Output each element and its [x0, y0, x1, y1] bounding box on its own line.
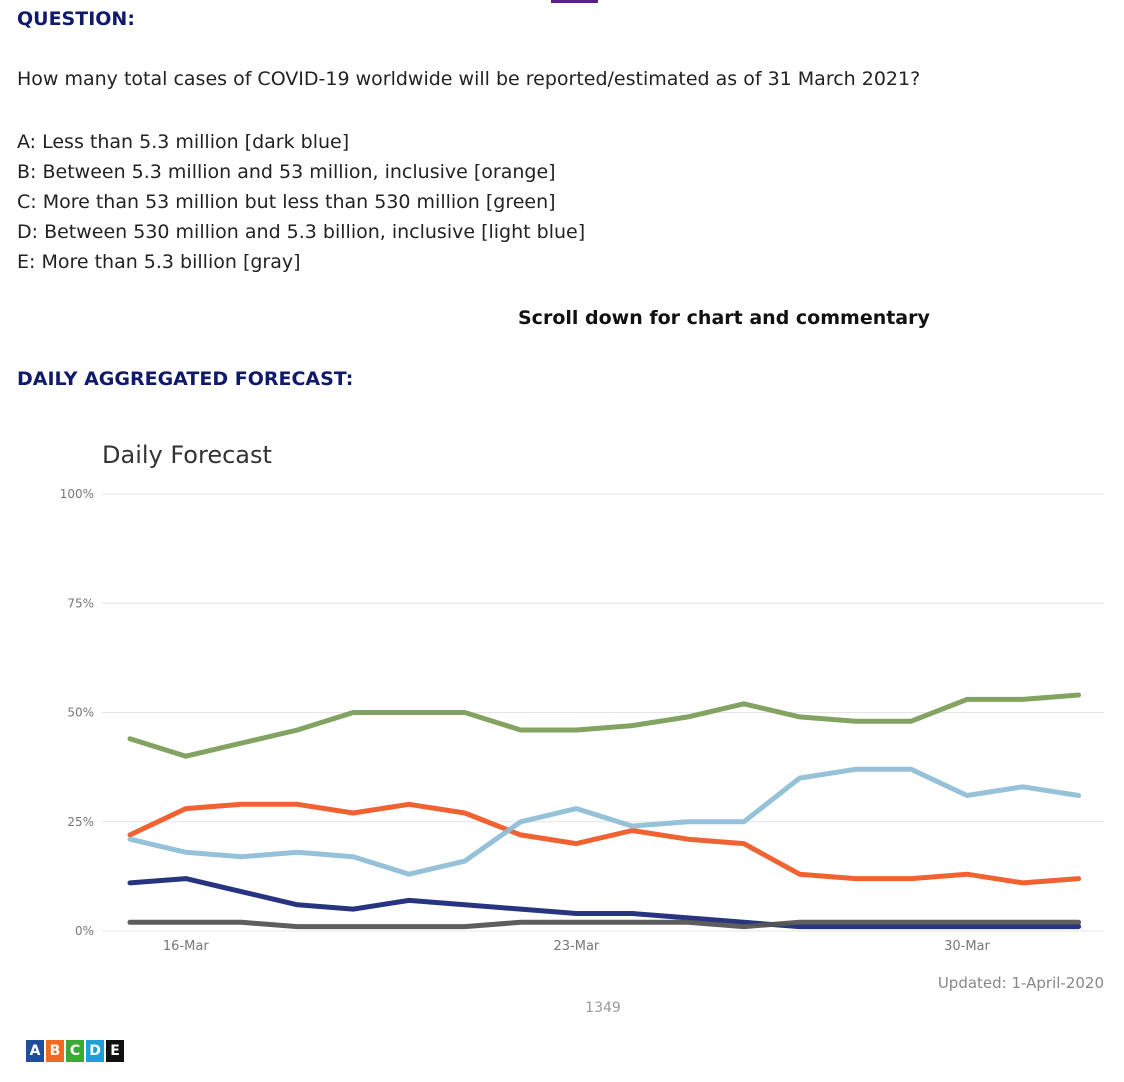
legend-c: C	[66, 1040, 84, 1062]
answer-b: B: Between 5.3 million and 53 million, i…	[17, 161, 556, 183]
question-text: How many total cases of COVID-19 worldwi…	[17, 68, 921, 90]
y-tick-label: 25%	[67, 815, 94, 829]
y-tick-label: 0%	[75, 924, 94, 938]
answer-d: D: Between 530 million and 5.3 billion, …	[17, 221, 586, 243]
series-line-1	[127, 801, 1082, 886]
chart-footnote: 1349	[585, 1000, 621, 1016]
legend-d: D	[86, 1040, 104, 1062]
series-line-3	[127, 766, 1082, 877]
y-tick-label: 50%	[67, 706, 94, 720]
answer-legend: A B C D E	[26, 1040, 124, 1062]
question-heading: QUESTION:	[17, 8, 135, 30]
answer-list: A: Less than 5.3 million [dark blue] B: …	[17, 127, 585, 277]
answer-e: E: More than 5.3 billion [gray]	[17, 251, 301, 273]
x-tick-label: 30-Mar	[944, 939, 990, 954]
legend-b: B	[46, 1040, 64, 1062]
updated-note: Updated: 1-April-2020	[938, 974, 1104, 992]
answer-c: C: More than 53 million but less than 53…	[17, 191, 556, 213]
legend-e: E	[106, 1040, 124, 1062]
series-line-4	[127, 919, 1082, 930]
forecast-heading: DAILY AGGREGATED FORECAST:	[17, 368, 354, 390]
legend-a: A	[26, 1040, 44, 1062]
x-tick-label: 16-Mar	[163, 939, 209, 954]
chart-title: Daily Forecast	[102, 441, 272, 469]
x-tick-label: 23-Mar	[554, 939, 600, 954]
series-line-0	[127, 876, 1082, 930]
top-link-underline	[551, 0, 598, 3]
daily-forecast-chart: Daily Forecast 0% 25% 50% 75% 100% 16-Mar 23-Ma…	[60, 441, 1104, 1016]
y-tick-label: 75%	[67, 596, 94, 610]
series-line-2	[127, 692, 1082, 759]
answer-a: A: Less than 5.3 million [dark blue]	[17, 131, 350, 153]
scroll-note: Scroll down for chart and commentary	[518, 307, 930, 329]
y-tick-label: 100%	[60, 487, 94, 501]
